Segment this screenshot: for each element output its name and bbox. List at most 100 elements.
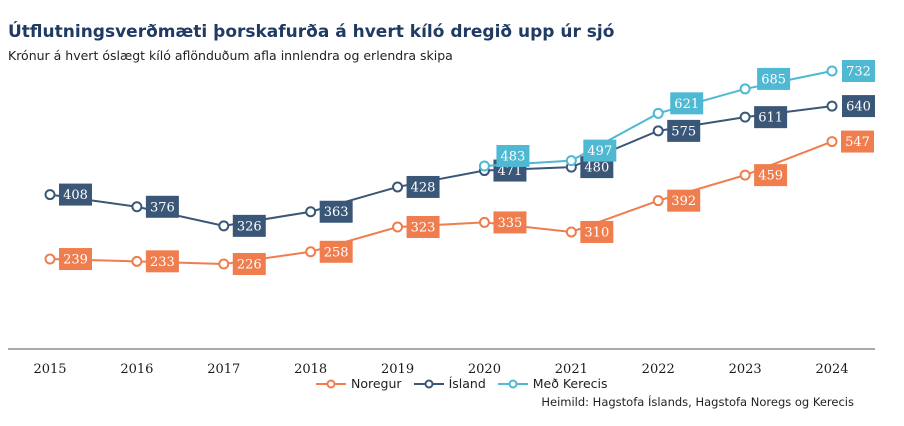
data-label-box xyxy=(667,189,701,212)
data-point-marker xyxy=(305,206,317,218)
data-point-marker xyxy=(218,220,230,232)
x-tick-label: 2015 xyxy=(33,362,66,377)
data-label: 376 xyxy=(150,200,175,215)
data-label: 226 xyxy=(237,258,262,273)
data-point-marker xyxy=(652,107,664,119)
data-label: 640 xyxy=(846,100,871,115)
data-label: 335 xyxy=(498,216,523,231)
legend-swatch-island xyxy=(413,379,444,388)
x-tick-label: 2019 xyxy=(381,362,414,377)
legend-label-noregur: Noregur xyxy=(351,376,402,391)
data-label-box xyxy=(406,216,440,239)
data-point-marker xyxy=(652,125,664,137)
legend-item-med-kerecis: Með Kerecis xyxy=(497,376,608,391)
data-label: 471 xyxy=(498,164,523,179)
data-label: 611 xyxy=(758,111,783,126)
data-label: 239 xyxy=(63,253,88,268)
data-label: 428 xyxy=(411,180,436,195)
chart-subtitle: Krónur á hvert óslægt kíló aflönduðum af… xyxy=(8,48,453,63)
legend-label-med-kerecis: Með Kerecis xyxy=(532,376,608,391)
data-label: 497 xyxy=(587,144,612,159)
data-point-marker xyxy=(44,253,56,265)
legend-swatch-marker xyxy=(326,379,336,388)
data-label: 323 xyxy=(411,221,436,236)
data-label-box xyxy=(59,183,92,206)
x-tick-label: 2024 xyxy=(815,362,848,377)
data-label-box xyxy=(580,220,614,243)
legend: Noregur Ísland Með Kerecis xyxy=(316,376,608,391)
x-tick-label: 2021 xyxy=(555,362,588,377)
data-point-marker xyxy=(739,83,751,95)
data-point-marker xyxy=(478,216,490,228)
data-label-box xyxy=(493,211,527,234)
legend-item-island: Ísland xyxy=(413,376,486,391)
data-point-marker xyxy=(131,255,143,267)
data-point-marker xyxy=(739,111,751,123)
series-line-noregur xyxy=(49,140,833,266)
data-label: 326 xyxy=(237,219,262,234)
x-tick-label: 2020 xyxy=(468,362,501,377)
data-label: 480 xyxy=(584,161,609,176)
data-label-box xyxy=(145,250,179,273)
x-tick-label: 2017 xyxy=(207,362,240,377)
data-label: 685 xyxy=(761,72,786,87)
legend-swatch-noregur xyxy=(316,379,346,388)
x-tick-label: 2023 xyxy=(729,362,762,377)
data-label-box xyxy=(842,95,875,118)
data-label: 621 xyxy=(674,97,699,112)
data-point-marker xyxy=(739,169,751,181)
data-label-box xyxy=(841,130,874,153)
data-label: 233 xyxy=(150,255,175,270)
data-point-marker xyxy=(826,100,838,112)
data-label: 363 xyxy=(324,205,349,220)
data-label: 408 xyxy=(63,188,88,203)
data-label-box xyxy=(232,253,266,275)
x-tick-label: 2018 xyxy=(294,362,327,377)
data-label-box xyxy=(319,240,353,263)
chart-title: Útflutningsverðmæti þorskafurða á hvert … xyxy=(8,22,615,42)
data-label-box xyxy=(754,106,788,129)
legend-swatch-med-kerecis xyxy=(497,379,528,388)
data-label: 459 xyxy=(758,169,783,184)
data-label: 258 xyxy=(324,245,349,260)
data-point-marker xyxy=(44,189,56,201)
data-label: 392 xyxy=(671,194,696,209)
legend-swatch-marker xyxy=(424,379,434,388)
legend-item-noregur: Noregur xyxy=(316,376,402,391)
data-point-marker xyxy=(218,258,230,270)
x-tick-label: 2016 xyxy=(120,362,153,377)
data-label-box xyxy=(319,200,353,223)
data-label-box xyxy=(583,139,617,162)
data-label-box xyxy=(754,164,788,187)
data-label-box xyxy=(406,175,440,198)
data-label-box xyxy=(232,214,266,237)
x-tick-label: 2022 xyxy=(642,362,675,377)
data-label-box xyxy=(842,60,875,82)
data-label: 547 xyxy=(845,135,870,150)
legend-swatch-marker xyxy=(508,379,518,388)
series-line--sland xyxy=(49,105,833,227)
data-point-marker xyxy=(565,155,577,167)
data-label-box xyxy=(496,144,530,167)
data-label-box xyxy=(667,119,701,142)
data-label: 310 xyxy=(584,225,609,240)
data-point-marker xyxy=(305,246,317,258)
data-point-marker xyxy=(826,65,838,77)
data-point-marker xyxy=(131,201,143,213)
data-point-marker xyxy=(565,226,577,238)
source-note: Heimild: Hagstofa Íslands, Hagstofa Nore… xyxy=(541,395,854,409)
legend-label-island: Ísland xyxy=(448,376,486,391)
data-point-marker xyxy=(652,195,664,207)
data-point-marker xyxy=(478,160,490,172)
data-point-marker xyxy=(392,221,404,233)
data-label-box xyxy=(145,195,179,218)
data-label: 732 xyxy=(846,65,871,80)
data-label: 575 xyxy=(671,124,696,139)
data-label-box xyxy=(757,67,791,90)
data-label-box xyxy=(59,248,92,271)
data-point-marker xyxy=(826,136,838,148)
data-label: 483 xyxy=(501,149,526,164)
data-label-box xyxy=(670,92,704,115)
data-point-marker xyxy=(392,181,404,193)
